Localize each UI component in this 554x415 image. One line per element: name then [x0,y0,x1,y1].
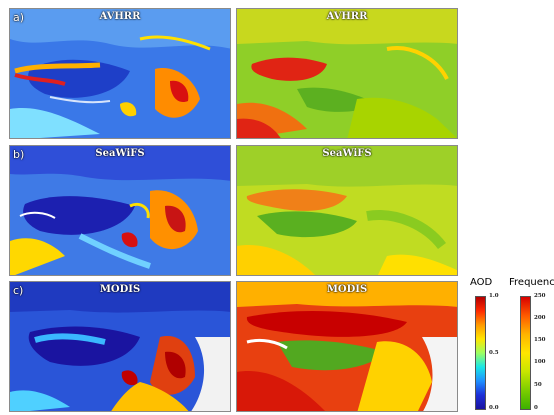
frequency-map-seawifs-image [237,146,457,275]
frequency-colorbar-tick: 200 [534,315,546,321]
frequency-colorbar-tick: 0 [534,405,538,411]
aod-map-seawifs-image [10,146,230,275]
aod-map-avhrr-image [10,9,230,138]
row-label-b: b) [13,148,25,161]
aod-map-modis-image [10,282,230,411]
aod-colorbar-tick: 0.0 [489,405,499,411]
panel-title-modis-frequency: MODIS [326,284,368,295]
row-label-c: c) [13,284,24,297]
aod-map-seawifs: b) SeaWiFS [9,145,231,276]
frequency-map-seawifs: SeaWiFS [236,145,458,276]
panel-title-seawifs-frequency: SeaWiFS [322,148,372,159]
frequency-colorbar [520,296,531,410]
aod-colorbar-title: AOD [470,277,493,288]
row-label-a: a) [13,11,25,24]
frequency-map-modis: MODIS [236,281,458,412]
frequency-colorbar-tick: 150 [534,337,546,343]
frequency-colorbar-tick: 50 [534,382,542,388]
aod-map-modis: c) MODIS [9,281,231,412]
frequency-map-modis-image [237,282,457,411]
frequency-colorbar-tick: 100 [534,359,546,365]
panel-title-seawifs-aod: SeaWiFS [95,148,145,159]
aod-colorbar-tick: 1.0 [489,293,499,299]
panel-title-avhrr-frequency: AVHRR [326,11,368,22]
frequency-colorbar-tick: 250 [534,293,546,299]
aod-colorbar-tick: 0.5 [489,350,499,356]
panel-title-modis-aod: MODIS [99,284,141,295]
aod-map-avhrr: a) AVHRR [9,8,231,139]
frequency-colorbar-title: Frequency [509,277,554,288]
aod-colorbar [475,296,486,410]
panel-title-avhrr-aod: AVHRR [99,11,141,22]
frequency-map-avhrr: AVHRR [236,8,458,139]
frequency-map-avhrr-image [237,9,457,138]
